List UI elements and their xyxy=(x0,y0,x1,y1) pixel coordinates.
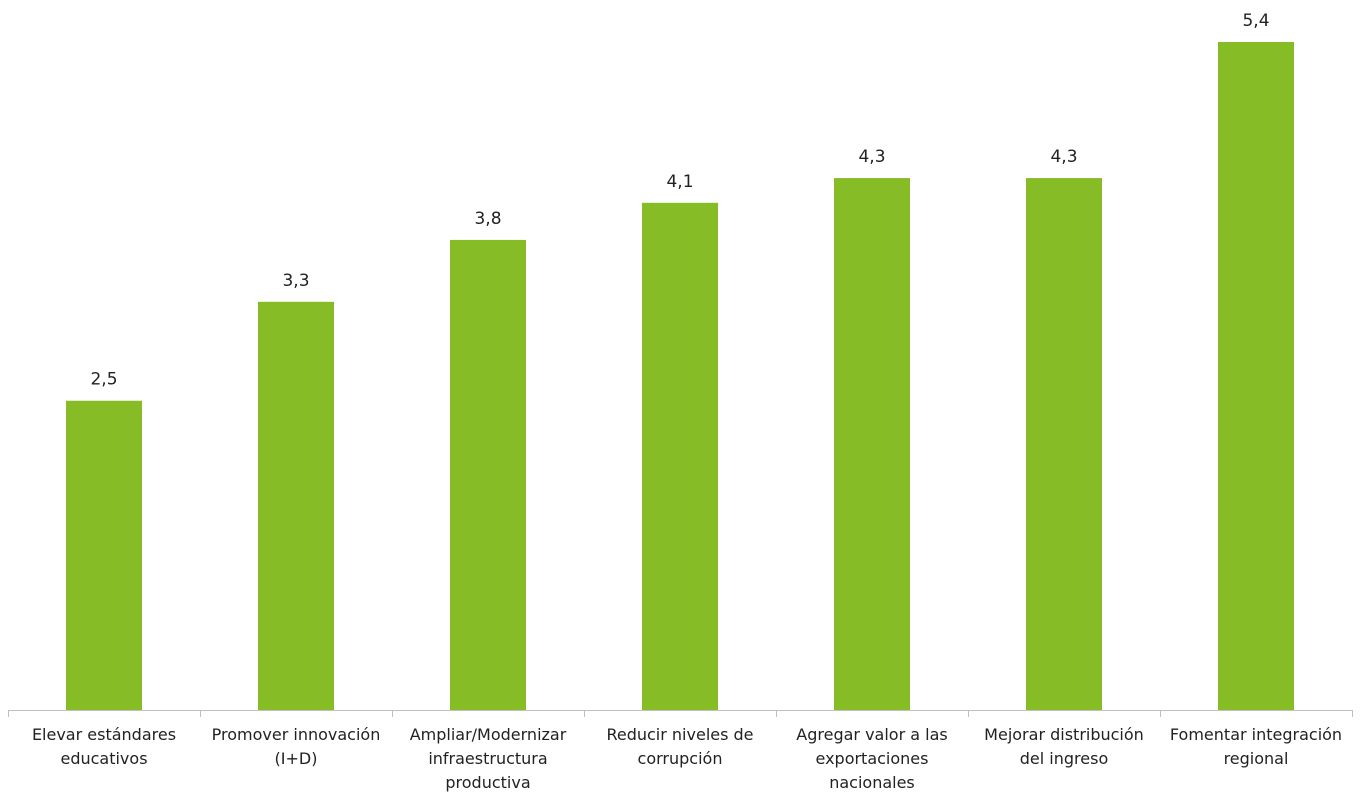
bar xyxy=(258,301,334,710)
bar xyxy=(642,202,718,710)
data-label: 4,3 xyxy=(1050,147,1077,167)
category-label: Fomentar integración regional xyxy=(1170,725,1342,768)
labels-layer: 2,5 Elevar estándares educativos 3,3 Promove… xyxy=(32,11,1342,792)
bars-layer xyxy=(66,42,1294,711)
category-label: Elevar estándares educativos xyxy=(32,725,176,768)
category-label: Reducir niveles de corrupción xyxy=(606,725,753,768)
bar xyxy=(1218,42,1294,710)
data-label: 3,8 xyxy=(474,209,501,229)
data-label: 4,1 xyxy=(666,172,693,192)
category-label: Agregar valor a las exportaciones nacional… xyxy=(796,725,947,792)
bar xyxy=(450,239,526,711)
category-label: Promover innovación (I+D) xyxy=(212,725,381,768)
data-label: 3,3 xyxy=(282,271,309,291)
category-label: Mejorar distribución del ingreso xyxy=(984,725,1144,768)
data-label: 5,4 xyxy=(1242,11,1269,31)
bar xyxy=(66,400,142,710)
category-label: Ampliar/Modernizar infraestructura product… xyxy=(410,725,567,792)
data-label: 4,3 xyxy=(858,147,885,167)
bar xyxy=(1026,178,1102,710)
x-axis xyxy=(8,710,1353,717)
data-label: 2,5 xyxy=(90,370,117,390)
bar xyxy=(834,178,910,710)
